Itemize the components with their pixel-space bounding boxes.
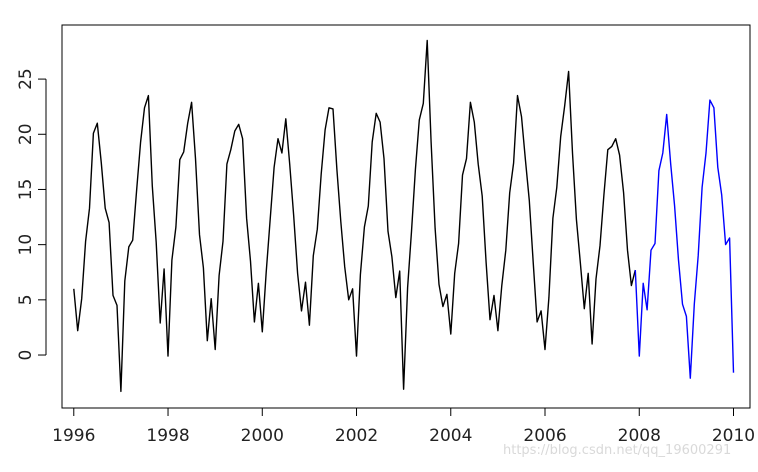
- y-tick-label: 20: [16, 123, 36, 145]
- forecast-series-line: [634, 99, 735, 379]
- y-axis: 0 5 10 15 20 25: [16, 68, 47, 361]
- x-tick-label: 2010: [712, 426, 755, 446]
- y-tick-label: 15: [16, 179, 36, 201]
- x-tick-label: 2004: [429, 426, 472, 446]
- watermark: https://blog.csdn.net/qq_19600291: [503, 443, 732, 458]
- y-tick-label: 25: [16, 68, 36, 90]
- y-tick-label: 5: [16, 294, 36, 305]
- x-tick-label: 2000: [241, 426, 284, 446]
- series-layer: [73, 39, 735, 393]
- x-tick-label: 2006: [523, 426, 566, 446]
- y-tick-label: 10: [16, 234, 36, 256]
- x-tick-label: 2002: [335, 426, 378, 446]
- x-axis: 1996 1998 2000 2002 2004 2006 2008 2010: [52, 407, 755, 446]
- x-tick-label: 2008: [618, 426, 661, 446]
- x-tick-label: 1998: [146, 426, 189, 446]
- y-tick-label: 0: [16, 350, 36, 361]
- plot-frame: [61, 24, 751, 409]
- x-tick-label: 1996: [52, 426, 95, 446]
- observed-series-line: [73, 39, 636, 393]
